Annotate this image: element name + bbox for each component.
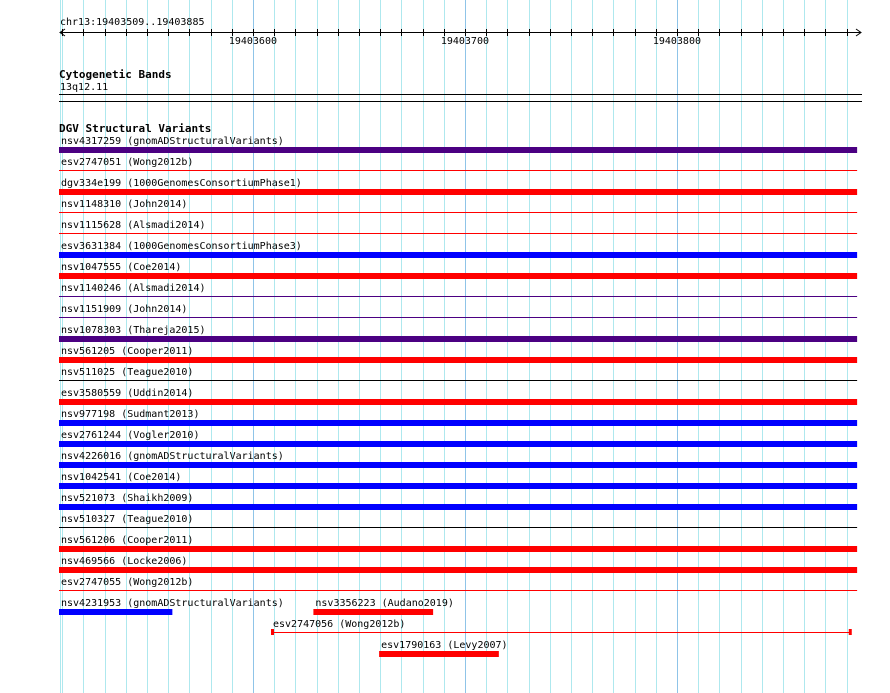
variant-feature[interactable]: nsv511025 (Teague2010): [59, 367, 858, 381]
variant-bar[interactable]: [59, 504, 858, 510]
variant-label: esv3631384 (1000GenomesConsortiumPhase3): [61, 241, 302, 252]
ruler[interactable]: chr13:19403509..19403885 19403600 1940370…: [59, 17, 862, 47]
variant-label: nsv1078303 (Thareja2015): [61, 325, 206, 336]
ruler-tick-label: 19403800: [653, 36, 701, 47]
variant-feature[interactable]: nsv561206 (Cooper2011): [59, 535, 858, 552]
scroll-right-arrow-icon[interactable]: [855, 28, 862, 37]
variant-label: esv2747056 (Wong2012b): [273, 619, 405, 630]
dgv-structural-variants-track: DGV Structural Variants nsv4317259 (gnom…: [59, 122, 858, 657]
variant-line[interactable]: [59, 527, 858, 528]
ruler-tick-label: 19403700: [441, 36, 489, 47]
variant-bar[interactable]: [59, 441, 858, 447]
variant-feature[interactable]: esv2747051 (Wong2012b): [59, 157, 858, 171]
variant-feature[interactable]: nsv510327 (Teague2010): [59, 514, 858, 528]
cytogenetic-bands-track: Cytogenetic Bands 13q12.11: [59, 68, 862, 102]
track-title-dgv: DGV Structural Variants: [59, 122, 211, 135]
variant-feature[interactable]: nsv469566 (Locke2006): [59, 556, 858, 573]
variant-feature[interactable]: nsv1047555 (Coe2014): [59, 262, 858, 279]
variant-label: nsv561206 (Cooper2011): [61, 535, 193, 546]
variant-label: esv3580559 (Uddin2014): [61, 388, 193, 399]
variant-feature[interactable]: esv2747055 (Wong2012b): [59, 577, 858, 591]
variant-bar[interactable]: [59, 399, 858, 405]
variant-line[interactable]: [271, 632, 851, 633]
variant-feature[interactable]: nsv977198 (Sudmant2013): [59, 409, 858, 426]
variant-line[interactable]: [59, 212, 858, 213]
variant-label: esv2747051 (Wong2012b): [61, 157, 193, 168]
variant-feature[interactable]: dgv334e199 (1000GenomesConsortiumPhase1): [59, 178, 858, 195]
variant-line[interactable]: [59, 317, 858, 318]
variant-start-cap: [271, 629, 274, 635]
variant-label: nsv561205 (Cooper2011): [61, 346, 193, 357]
variant-feature[interactable]: nsv1148310 (John2014): [59, 199, 858, 213]
variant-bar[interactable]: [59, 147, 858, 153]
variant-label: nsv4226016 (gnomADStructuralVariants): [61, 451, 284, 462]
location-label: chr13:19403509..19403885: [60, 17, 205, 28]
variant-feature[interactable]: nsv561205 (Cooper2011): [59, 346, 858, 363]
variant-label: nsv1047555 (Coe2014): [61, 262, 181, 273]
variant-label: nsv1140246 (Alsmadi2014): [61, 283, 206, 294]
variant-label: nsv1042541 (Coe2014): [61, 472, 181, 483]
variant-bar[interactable]: [379, 651, 499, 657]
variant-label: esv1790163 (Levy2007): [381, 640, 507, 651]
variant-label: esv2747055 (Wong2012b): [61, 577, 193, 588]
variant-feature[interactable]: nsv1151909 (John2014): [59, 304, 858, 318]
variant-feature[interactable]: nsv4231953 (gnomADStructuralVariants): [59, 598, 284, 615]
variant-line[interactable]: [59, 590, 858, 591]
variant-bar[interactable]: [59, 567, 858, 573]
track-title-cytobands: Cytogenetic Bands: [59, 68, 172, 81]
grid-lines: [60, 0, 848, 693]
variant-feature[interactable]: nsv4317259 (gnomADStructuralVariants): [59, 136, 858, 153]
variant-bar[interactable]: [59, 420, 858, 426]
variant-label: nsv977198 (Sudmant2013): [61, 409, 199, 420]
variant-bar[interactable]: [59, 336, 858, 342]
variant-bar[interactable]: [59, 273, 858, 279]
variant-end-cap: [848, 629, 852, 635]
variant-bar[interactable]: [59, 546, 858, 552]
variant-line[interactable]: [59, 170, 858, 171]
variant-bar[interactable]: [59, 462, 858, 468]
variant-bar[interactable]: [59, 483, 858, 489]
variant-bar[interactable]: [313, 609, 434, 615]
variant-label: nsv4317259 (gnomADStructuralVariants): [61, 136, 284, 147]
variant-label: nsv4231953 (gnomADStructuralVariants): [61, 598, 284, 609]
variant-bar[interactable]: [59, 609, 173, 615]
variant-feature[interactable]: esv2747056 (Wong2012b): [271, 619, 852, 635]
variant-line[interactable]: [59, 296, 858, 297]
variant-label: nsv1115628 (Alsmadi2014): [61, 220, 206, 231]
variant-line[interactable]: [59, 233, 858, 234]
variant-feature[interactable]: nsv1042541 (Coe2014): [59, 472, 858, 489]
variant-feature[interactable]: esv1790163 (Levy2007): [379, 640, 508, 657]
variant-feature[interactable]: nsv521073 (Shaikh2009): [59, 493, 858, 510]
variant-bar[interactable]: [59, 252, 858, 258]
variant-label: nsv1151909 (John2014): [61, 304, 187, 315]
variant-label: nsv511025 (Teague2010): [61, 367, 193, 378]
variant-line[interactable]: [59, 380, 858, 381]
variant-feature[interactable]: nsv1078303 (Thareja2015): [59, 325, 858, 342]
variant-feature[interactable]: nsv1115628 (Alsmadi2014): [59, 220, 858, 234]
ruler-tick-label: 19403600: [229, 36, 277, 47]
variant-feature[interactable]: esv3631384 (1000GenomesConsortiumPhase3): [59, 241, 858, 258]
variant-feature[interactable]: esv3580559 (Uddin2014): [59, 388, 858, 405]
cytoband-label: 13q12.11: [60, 82, 108, 93]
variant-label: nsv510327 (Teague2010): [61, 514, 193, 525]
variant-label: esv2761244 (Vogler2010): [61, 430, 199, 441]
variant-feature[interactable]: nsv1140246 (Alsmadi2014): [59, 283, 858, 297]
variant-label: nsv3356223 (Audano2019): [315, 598, 453, 609]
variant-label: nsv521073 (Shaikh2009): [61, 493, 193, 504]
variant-feature[interactable]: nsv4226016 (gnomADStructuralVariants): [59, 451, 858, 468]
variant-label: nsv1148310 (John2014): [61, 199, 187, 210]
variant-feature[interactable]: nsv3356223 (Audano2019): [313, 598, 454, 615]
variant-label: nsv469566 (Locke2006): [61, 556, 187, 567]
variant-feature[interactable]: esv2761244 (Vogler2010): [59, 430, 858, 447]
variant-bar[interactable]: [59, 189, 858, 195]
variant-label: dgv334e199 (1000GenomesConsortiumPhase1): [61, 178, 302, 189]
variant-bar[interactable]: [59, 357, 858, 363]
scroll-left-arrow-icon[interactable]: [59, 28, 66, 37]
